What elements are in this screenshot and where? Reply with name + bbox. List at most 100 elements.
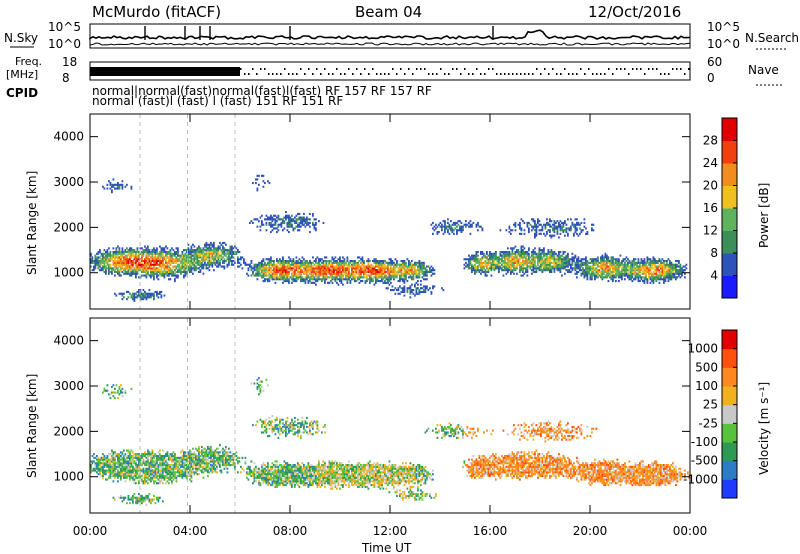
power-cell — [216, 251, 218, 254]
power-cell — [322, 274, 325, 277]
power-cell — [403, 276, 406, 279]
power-cell — [150, 265, 152, 268]
power-cell — [184, 249, 187, 252]
velocity-cell — [120, 478, 122, 481]
power-cell — [585, 256, 587, 259]
power-cell — [634, 276, 637, 279]
power-cell — [324, 281, 326, 284]
power-cell — [451, 229, 454, 232]
cpid-text-row2: normal (fast)l (fast) l (fast) 151 RF 15… — [92, 94, 343, 108]
power-cell — [163, 251, 166, 254]
power-cell — [403, 278, 406, 281]
power-cell — [313, 263, 316, 266]
power-cell — [576, 265, 578, 268]
power-cell — [339, 276, 341, 279]
power-cell — [312, 269, 314, 272]
velocity-cell — [133, 467, 136, 470]
power-cell — [510, 247, 512, 250]
power-cell — [565, 223, 568, 226]
power-cell — [339, 267, 341, 270]
power-cell — [201, 249, 203, 252]
power-cell — [265, 263, 268, 266]
power-cell — [120, 274, 122, 277]
power-cell — [405, 278, 407, 281]
power-cell — [160, 296, 163, 299]
power-cell — [381, 265, 383, 268]
power-cell — [183, 270, 185, 274]
power-cell — [567, 232, 569, 235]
velocity-cell — [129, 473, 131, 476]
velocity-cell — [112, 496, 115, 499]
power-cell — [442, 220, 445, 223]
power-cell — [387, 287, 389, 290]
power-cell — [199, 265, 202, 268]
power-cell — [123, 258, 125, 261]
power-cell — [343, 261, 346, 264]
power-cell — [207, 249, 209, 252]
power-cell — [276, 220, 278, 223]
velocity-cell — [120, 494, 122, 498]
power-cell — [336, 281, 338, 284]
power-cell — [400, 265, 403, 268]
power-cell — [141, 274, 143, 277]
power-cell — [532, 265, 535, 268]
power-cell — [141, 270, 143, 274]
power-cell — [546, 267, 548, 270]
power-cell — [267, 280, 269, 283]
power-cell — [135, 263, 137, 266]
power-cell — [159, 263, 161, 266]
power-cell — [126, 298, 128, 301]
power-cell — [400, 263, 403, 266]
power-cell — [535, 223, 538, 226]
power-cell — [226, 263, 229, 266]
power-cell — [459, 227, 461, 230]
power-cell — [408, 276, 410, 279]
power-cell — [576, 229, 578, 232]
power-cell — [609, 260, 611, 263]
power-cell — [186, 272, 188, 275]
power-cell — [487, 269, 490, 272]
power-cell — [588, 269, 590, 272]
power-cell — [127, 267, 130, 270]
power-cell — [343, 265, 346, 268]
power-cell — [391, 276, 394, 279]
freq-point — [372, 68, 374, 70]
power-cell — [625, 260, 628, 263]
power-cell — [367, 270, 370, 274]
power-cell — [390, 276, 392, 279]
power-cell — [391, 289, 394, 292]
power-cell — [643, 265, 646, 268]
power-cell — [546, 265, 548, 268]
power-cell — [534, 229, 536, 232]
power-cell — [298, 274, 301, 277]
power-cell — [121, 263, 124, 266]
velocity-cell — [112, 473, 115, 476]
velocity-cell — [130, 458, 133, 461]
power-cell — [553, 251, 556, 254]
power-cell — [384, 267, 386, 270]
power-cell — [229, 251, 232, 254]
velocity-cell — [132, 498, 134, 501]
power-cell — [346, 258, 349, 261]
power-cell — [628, 269, 631, 272]
power-cell — [382, 263, 385, 266]
power-cell — [372, 270, 374, 274]
power-cell — [289, 220, 292, 223]
power-cell — [351, 274, 353, 277]
power-cell — [619, 272, 622, 275]
freq-point — [324, 68, 326, 70]
power-cell — [496, 260, 499, 263]
power-cell — [634, 258, 637, 261]
power-cell — [319, 272, 322, 275]
power-cell — [133, 261, 136, 264]
power-cell — [684, 269, 686, 272]
power-cell — [642, 265, 644, 268]
power-cell — [358, 272, 361, 275]
power-cell — [277, 260, 280, 263]
power-cell — [315, 260, 317, 263]
power-cell — [591, 267, 593, 270]
power-cell — [520, 265, 523, 268]
power-cell — [121, 267, 124, 270]
power-cell — [261, 267, 263, 270]
power-cell — [288, 274, 290, 277]
